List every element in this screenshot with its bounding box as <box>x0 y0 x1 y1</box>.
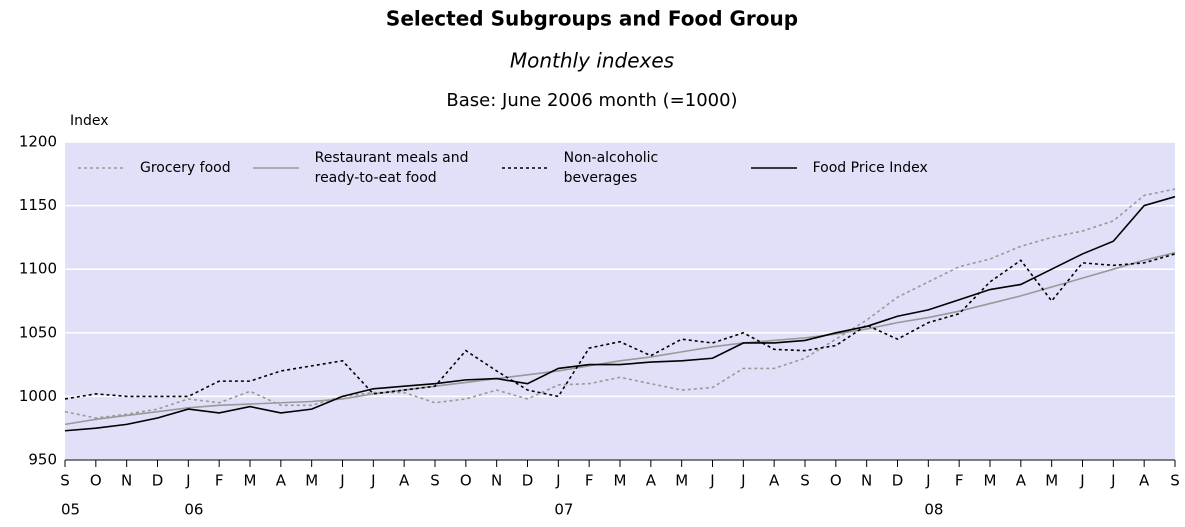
x-tick-label: J <box>925 472 930 490</box>
x-tick-label: M <box>675 472 688 490</box>
x-tick-label: S <box>430 472 440 490</box>
series-line <box>64 253 1176 400</box>
legend-label: Food Price Index <box>812 160 928 176</box>
legend-swatch <box>750 167 797 169</box>
y-tick-label: 1050 <box>19 323 57 341</box>
year-label: 05 <box>61 501 80 519</box>
x-tick-label: A <box>399 472 410 490</box>
series-line <box>64 251 1176 426</box>
year-label: 07 <box>554 501 573 519</box>
x-tick-label: M <box>984 472 997 490</box>
x-tick-label: D <box>892 472 904 490</box>
x-tick-label: M <box>1045 472 1058 490</box>
x-tick-label: N <box>121 472 132 490</box>
x-tick-label: F <box>955 472 964 490</box>
legend-swatch <box>252 167 299 169</box>
legend: Grocery food Restaurant meals and ready-t… <box>78 148 950 188</box>
x-tick-label: O <box>460 472 472 490</box>
x-tick-label: N <box>491 472 502 490</box>
x-tick-label: M <box>614 472 627 490</box>
x-tick-label: N <box>861 472 872 490</box>
x-tick-label: J <box>339 472 344 490</box>
series-line <box>64 188 1176 419</box>
x-tick-label: J <box>1079 472 1084 490</box>
y-tick-label: 950 <box>28 451 57 469</box>
legend-swatch <box>78 167 124 169</box>
x-tick-label: O <box>90 472 102 490</box>
chart-note: Base: June 2006 month (=1000) <box>446 90 737 111</box>
legend-swatch <box>501 167 548 169</box>
x-tick-label: J <box>555 472 560 490</box>
legend-label: Grocery food <box>140 160 231 176</box>
x-tick-label: S <box>60 472 70 490</box>
legend-label: Restaurant meals and ready-to-eat food <box>314 150 469 186</box>
chart-title: Selected Subgroups and Food Group <box>386 7 798 31</box>
x-tick-label: A <box>769 472 780 490</box>
chart-subtitle: Monthly indexes <box>510 49 674 73</box>
plot-area <box>65 142 1175 460</box>
series-line <box>64 195 1176 432</box>
y-tick-label: 1200 <box>19 133 57 151</box>
y-tick-label: 1100 <box>19 260 57 278</box>
y-tick-label: 1150 <box>19 196 57 214</box>
x-tick-label: O <box>830 472 842 490</box>
x-tick-label: J <box>740 472 745 490</box>
legend-item: Grocery food <box>78 158 231 178</box>
y-tick-label: 1000 <box>19 387 57 405</box>
legend-label: Non-alcoholic beverages <box>563 150 659 186</box>
year-label: 06 <box>184 501 203 519</box>
legend-item: Restaurant meals and ready-to-eat food <box>252 148 480 188</box>
y-axis-label: Index <box>70 113 109 129</box>
x-tick-label: J <box>370 472 375 490</box>
x-tick-label: D <box>152 472 164 490</box>
x-tick-label: M <box>305 472 318 490</box>
year-label: 08 <box>924 501 943 519</box>
legend-item: Non-alcoholic beverages <box>501 148 729 188</box>
x-tick-label: A <box>1016 472 1027 490</box>
x-tick-label: F <box>215 472 224 490</box>
x-tick-label: A <box>1139 472 1150 490</box>
x-tick-label: J <box>709 472 714 490</box>
x-tick-label: D <box>522 472 534 490</box>
x-tick-label: J <box>1110 472 1115 490</box>
x-tick-label: A <box>276 472 287 490</box>
x-tick-label: F <box>585 472 594 490</box>
legend-item: Food Price Index <box>750 158 928 178</box>
x-tick-label: S <box>800 472 810 490</box>
x-tick-label: J <box>185 472 190 490</box>
x-tick-label: S <box>1170 472 1180 490</box>
x-tick-label: M <box>244 472 257 490</box>
x-tick-label: A <box>646 472 657 490</box>
